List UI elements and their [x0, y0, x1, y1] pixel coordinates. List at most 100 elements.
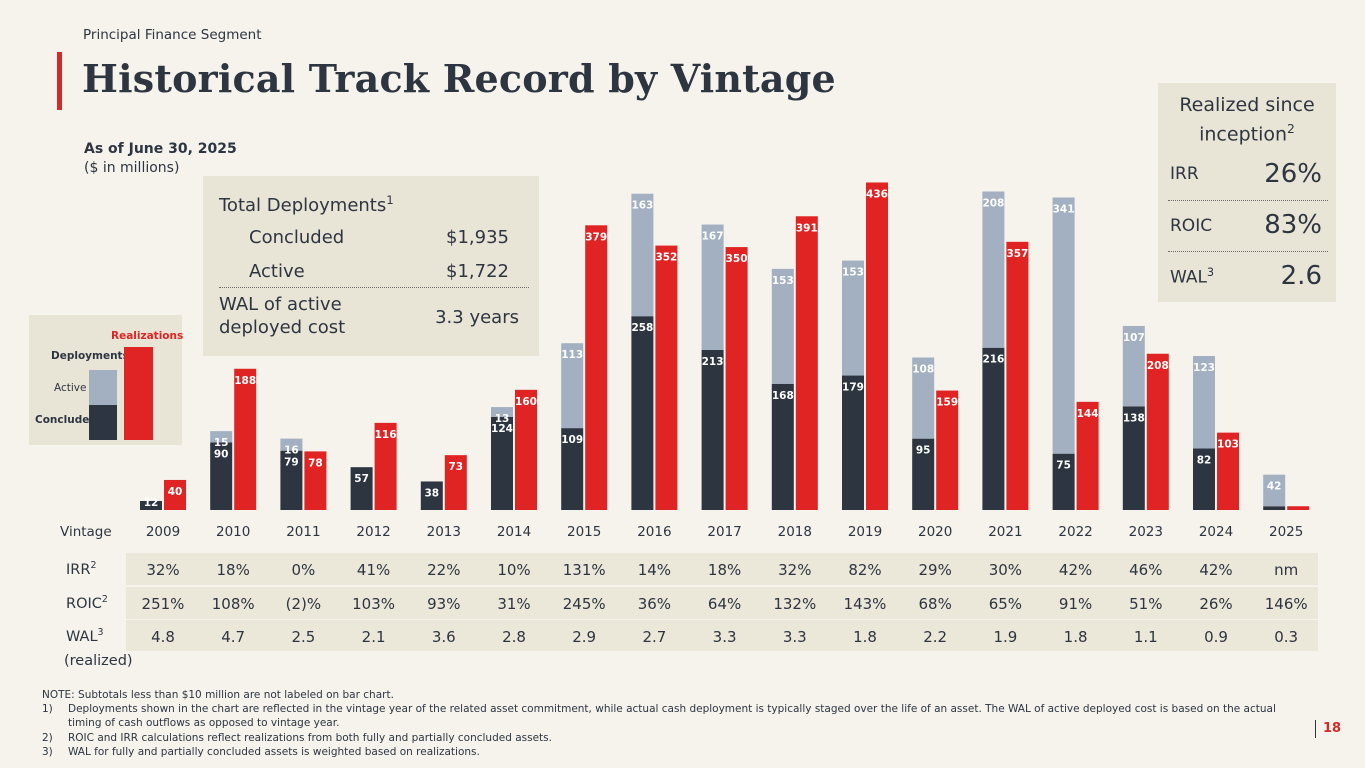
wal-2019: 1.8	[853, 628, 877, 646]
legend-active-swatch	[89, 370, 117, 405]
wal-2020: 2.2	[923, 628, 948, 646]
vintage-2025: 2025	[1269, 524, 1304, 540]
roic-2009: 251%	[141, 595, 185, 613]
footnotes: NOTE: Subtotals less than $10 million ar…	[42, 688, 1302, 759]
wal-active-label: WAL of active deployed cost	[219, 294, 346, 338]
bar-concluded-2021	[982, 347, 1005, 510]
label-realizations-2014: 160	[515, 396, 537, 408]
total-deployments-box: Total Deployments1 Concluded $1,935 Acti…	[203, 176, 539, 356]
bar-active-2011	[280, 438, 303, 451]
irr-2010: 18%	[216, 561, 250, 579]
label-concluded-2015: 109	[561, 434, 583, 446]
label-concluded-2013: 38	[424, 487, 439, 499]
legend-concluded-label: Concluded	[35, 414, 97, 426]
label-concluded-2022: 75	[1056, 460, 1071, 472]
label-active-2015: 113	[561, 349, 583, 361]
vintage-2021: 2021	[988, 524, 1023, 540]
bar-concluded-2020	[912, 438, 935, 510]
bar-concluded-2011	[280, 450, 303, 510]
bar-concluded-2016	[631, 316, 654, 510]
bar-concluded-2025	[1263, 506, 1286, 510]
label-realizations-2011: 78	[308, 457, 323, 469]
bar-active-2019	[842, 260, 864, 376]
bar-active-2022	[1052, 197, 1075, 454]
wal-2018: 3.3	[782, 628, 807, 646]
label-active-2011: 16	[284, 445, 299, 457]
label-active-2023: 107	[1123, 332, 1145, 344]
label-realizations-2020: 159	[936, 397, 958, 409]
legend-concluded-swatch	[89, 405, 117, 440]
bar-active-2015	[561, 343, 584, 429]
divider	[1168, 251, 1328, 252]
irr-2022: 42%	[1058, 561, 1093, 579]
irr-label: IRR	[1170, 164, 1199, 184]
irr-2011: 0%	[291, 561, 316, 579]
wal-2022: 1.8	[1063, 628, 1088, 646]
label-active-2021: 208	[982, 197, 1004, 209]
bar-concluded-2024	[1193, 448, 1215, 510]
label-active-2014: 13	[495, 413, 510, 425]
bar-concluded-2018	[771, 383, 794, 510]
units-note: ($ in millions)	[84, 160, 180, 176]
wal-2015: 2.9	[572, 628, 597, 646]
bar-active-2023	[1122, 325, 1145, 407]
label-concluded-2014: 124	[491, 423, 513, 435]
roic-2025: 146%	[1264, 595, 1308, 613]
bar-active-2017	[701, 224, 724, 350]
label-concluded-2012: 57	[354, 473, 369, 485]
roic-2012: 103%	[352, 595, 396, 613]
bar-concluded-2009	[140, 500, 162, 510]
label-concluded-2018: 168	[772, 390, 794, 402]
label-realizations-2010: 188	[234, 375, 256, 387]
roic-2011: (2)%	[285, 595, 322, 613]
irr-2014: 10%	[497, 561, 531, 579]
concluded-value: $1,935	[446, 227, 509, 248]
realized-box-title: Realized since inception2	[1179, 94, 1315, 146]
irr-2021: 30%	[988, 561, 1023, 579]
bar-active-2016	[631, 193, 654, 317]
roic-value: 83%	[1264, 210, 1322, 240]
page-title: Historical Track Record by Vintage	[82, 56, 836, 101]
active-label: Active	[249, 261, 305, 282]
roic-2013: 93%	[427, 595, 461, 613]
bar-active-2018	[771, 268, 794, 384]
bar-realizations-2015	[585, 225, 608, 510]
active-value: $1,722	[446, 261, 509, 282]
label-active-2010: 15	[214, 437, 229, 449]
roic-2021: 65%	[988, 595, 1023, 613]
roic-2014: 31%	[497, 595, 531, 613]
divider	[1168, 200, 1328, 201]
wal-2012: 2.1	[361, 628, 386, 646]
bar-realizations-2012	[374, 422, 397, 510]
chart-legend: Realizations Deployments Active Conclude…	[29, 315, 183, 445]
label-active-2020: 108	[912, 364, 934, 376]
bar-realizations-2021	[1006, 241, 1029, 510]
realized-since-inception-box: Realized since inception2 IRR 26% ROIC 83…	[1158, 83, 1336, 302]
title-accent-bar	[57, 52, 62, 110]
label-concluded-2017: 213	[702, 356, 724, 368]
vintage-2015: 2015	[567, 524, 602, 540]
vintage-2018: 2018	[777, 524, 812, 540]
irr-2015: 131%	[562, 561, 606, 579]
irr-2019: 82%	[848, 561, 882, 579]
label-concluded-2021: 216	[982, 354, 1004, 366]
irr-values: 32% 18% 0% 41% 22% 10% 131% 14% 18% 32% 82% 29% 30% 4…	[0, 561, 1365, 581]
label-concluded-2020: 95	[916, 445, 931, 457]
bar-active-2020	[912, 357, 935, 439]
label-realizations-2023: 208	[1147, 360, 1169, 372]
bar-realizations-2013	[444, 455, 467, 510]
vintage-2010: 2010	[216, 524, 251, 540]
label-active-2017: 167	[702, 231, 724, 243]
wal-2011: 2.5	[291, 628, 316, 646]
vintage-2014: 2014	[496, 524, 532, 540]
label-realizations-2016: 352	[655, 252, 677, 264]
roic-label: ROIC	[1170, 216, 1213, 236]
roic-2016: 36%	[637, 595, 672, 613]
bar-realizations-2010	[234, 368, 257, 510]
label-concluded-2024: 82	[1197, 454, 1212, 466]
divider	[219, 287, 529, 288]
roic-2022: 91%	[1058, 595, 1093, 613]
irr-2018: 32%	[778, 561, 812, 579]
roic-2020: 68%	[918, 595, 952, 613]
bar-active-2024	[1193, 356, 1215, 449]
